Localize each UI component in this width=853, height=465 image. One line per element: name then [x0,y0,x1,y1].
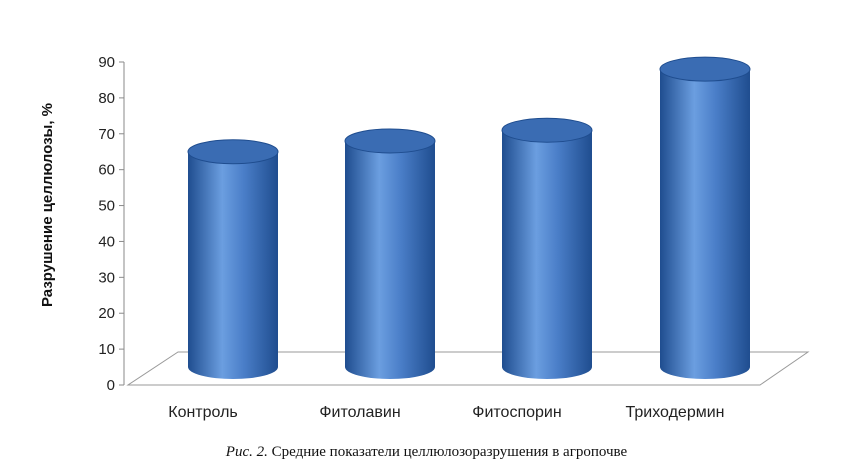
y-tick-label: 10 [98,341,115,358]
bars [187,56,751,379]
bar-body [345,140,435,379]
bar-top [344,128,436,154]
y-tick-label: 0 [107,377,115,394]
category-label: Триходермин [626,404,725,421]
y-tick-label: 40 [98,233,115,250]
bar [659,56,751,379]
y-tick-label: 20 [98,305,115,322]
bar [344,128,436,379]
figure-number: Рис. 2. [225,444,268,460]
category-label: Фитолавин [319,404,400,421]
category-label: Контроль [168,404,238,421]
y-tick-label: 50 [98,198,115,215]
bar-top [501,117,593,143]
figure-caption: Рис. 2. Средние показатели целлюлозоразр… [0,444,853,461]
caption-text: Средние показатели целлюлозоразрушения в… [271,444,628,460]
y-tick-label: 90 [98,54,115,71]
chart-floor [126,351,810,386]
bar-body [502,130,592,379]
bar-body [188,151,278,379]
bar [187,139,279,379]
y-tick-label: 60 [98,162,115,179]
bar-top [659,56,751,82]
floor-plane [126,351,810,386]
category-labels: Контроль Фитолавин Фитоспорин Триходермин [168,404,724,421]
bar-body [660,69,750,379]
y-tick-label: 70 [98,126,115,143]
y-axis: 0 10 20 30 40 50 60 70 80 90 [98,54,125,394]
y-tick-label: 80 [98,90,115,107]
y-axis-title: Разрушение целлюлозы, % [39,103,56,307]
category-label: Фитоспорин [472,404,561,421]
bar [501,117,593,379]
bar-top [187,139,279,165]
y-tick-label: 30 [98,269,115,286]
bar-chart: 0 10 20 30 40 50 60 70 80 90 Контроль Фитолавин Фит… [39,54,810,421]
